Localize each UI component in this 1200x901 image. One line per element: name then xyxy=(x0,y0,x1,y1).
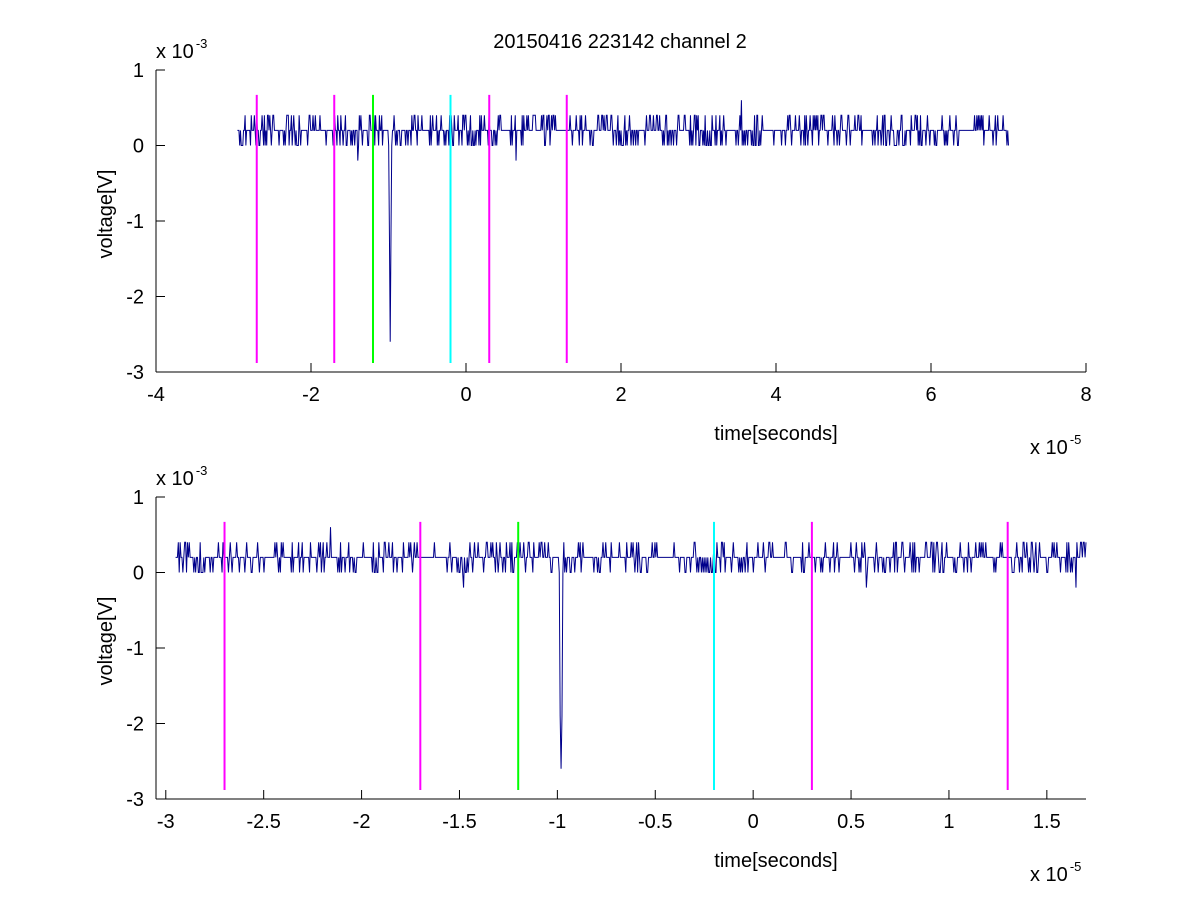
x-tick-label: -0.5 xyxy=(638,811,672,833)
y-tick-label: -3 xyxy=(126,362,144,384)
x-exponent-power: -5 xyxy=(1070,432,1082,447)
y-tick-label: 0 xyxy=(133,563,144,585)
x-tick-label: 0 xyxy=(748,811,759,833)
x-axis-label: time[seconds] xyxy=(714,850,837,872)
x-tick-label: 6 xyxy=(925,384,936,406)
y-exponent-label: x 10 -3 xyxy=(156,36,207,63)
x-tick-label: 2 xyxy=(615,384,626,406)
y-tick-label: -1 xyxy=(126,211,144,233)
x-tick-label: -1 xyxy=(548,811,566,833)
bottom-panel: -3 -2.5 -2 -1.5 -1 -0.5 0 0.5 1 1.5 1 0 -1 -2 -3 time[s… xyxy=(95,463,1087,886)
x-axis-label: time[seconds] xyxy=(714,423,837,445)
x-tick-label: -2.5 xyxy=(246,811,280,833)
y-exponent-base: x 10 xyxy=(156,41,194,63)
x-exponent-power: -5 xyxy=(1070,859,1082,874)
chart-title: 20150416 223142 channel 2 xyxy=(493,31,747,53)
y-tick-label: -2 xyxy=(126,714,144,736)
x-tick-label: 8 xyxy=(1080,384,1091,406)
y-tick-label: 0 xyxy=(133,136,144,158)
y-exponent-label: x 10 -3 xyxy=(156,463,207,490)
y-tick-label: -3 xyxy=(126,789,144,811)
x-tick-label: -4 xyxy=(147,384,165,406)
y-tick-label: -2 xyxy=(126,287,144,309)
x-tick-label: -2 xyxy=(353,811,371,833)
x-tick-label: -2 xyxy=(302,384,320,406)
x-tick-label: -3 xyxy=(157,811,175,833)
x-tick-label: 0 xyxy=(460,384,471,406)
x-exponent-label: x 10 -5 xyxy=(1030,432,1081,459)
y-exponent-power: -3 xyxy=(196,36,208,51)
top-panel: -4 -2 0 2 4 6 810-1-2-3time[seconds]voltage[V]… xyxy=(95,36,1092,459)
x-tick-label: 0.5 xyxy=(837,811,865,833)
signal-trace xyxy=(237,100,1009,342)
signal-trace xyxy=(175,527,1087,769)
y-tick-label: 1 xyxy=(133,487,144,509)
x-tick-label: 1 xyxy=(943,811,954,833)
x-exponent-base: x 10 xyxy=(1030,437,1068,459)
y-axis-label: voltage[V] xyxy=(95,597,117,686)
y-exponent-power: -3 xyxy=(196,463,208,478)
y-exponent-base: x 10 xyxy=(156,468,194,490)
x-exponent-label: x 10 -5 xyxy=(1030,859,1081,886)
x-tick-label: 1.5 xyxy=(1033,811,1061,833)
x-tick-label: 4 xyxy=(770,384,781,406)
y-tick-label: -1 xyxy=(126,638,144,660)
x-tick-label: -1.5 xyxy=(442,811,476,833)
y-axis-label: voltage[V] xyxy=(95,170,117,259)
y-tick-label: 1 xyxy=(133,60,144,82)
x-exponent-base: x 10 xyxy=(1030,864,1068,886)
